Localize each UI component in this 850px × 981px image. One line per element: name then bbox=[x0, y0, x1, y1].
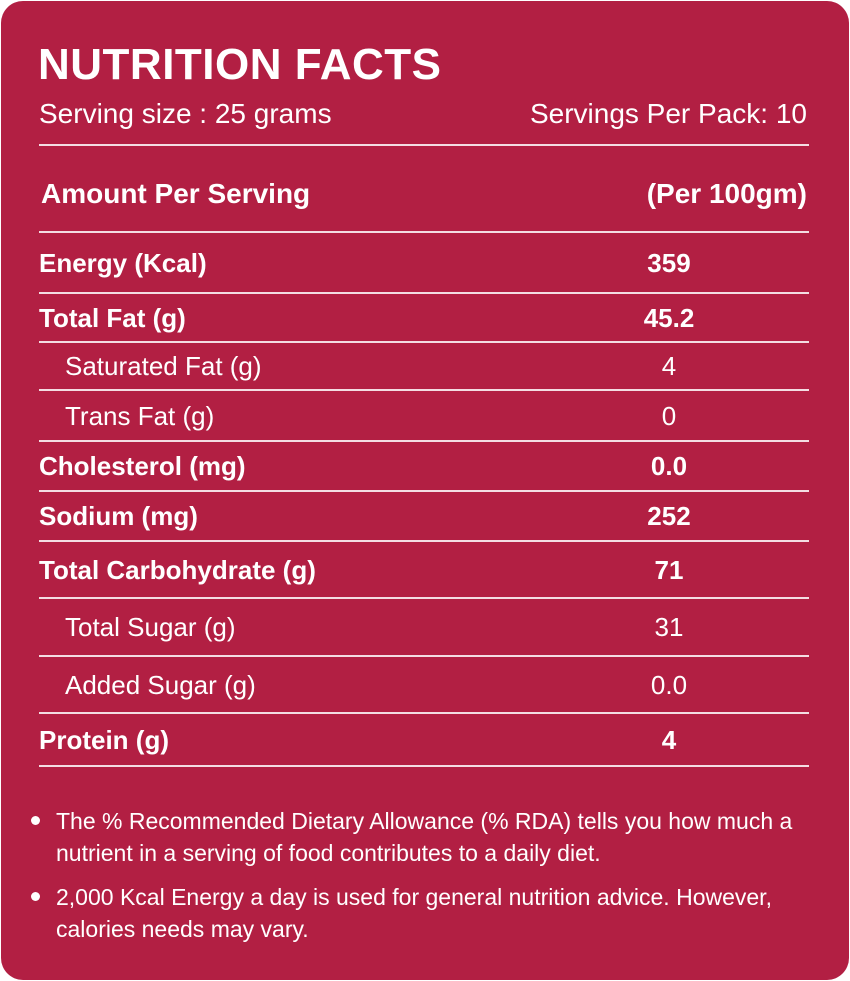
nutrient-value: 0 bbox=[661, 400, 677, 431]
divider bbox=[39, 712, 809, 714]
nutrient-value: 4 bbox=[661, 351, 677, 381]
divider bbox=[39, 389, 809, 391]
nutrient-value: 0.0 bbox=[650, 451, 688, 481]
nutrient-row: Added Sugar (g) 0.0 bbox=[39, 656, 809, 713]
nutrient-label: Total Carbohydrate (g) bbox=[39, 554, 316, 585]
divider bbox=[39, 231, 809, 233]
divider bbox=[39, 341, 809, 343]
nutrient-row: Trans Fat (g) 0 bbox=[39, 390, 809, 441]
nutrient-row: Cholesterol (mg) 0.0 bbox=[39, 441, 809, 491]
nutrient-label: Energy (Kcal) bbox=[39, 248, 207, 278]
nutrient-row: Total Fat (g) 45.2 bbox=[39, 293, 809, 342]
footnotes: The % Recommended Dietary Allowance (% R… bbox=[31, 805, 821, 957]
divider bbox=[39, 440, 809, 442]
serving-size: Serving size : 25 grams bbox=[39, 98, 332, 129]
footnote-text: 2,000 Kcal Energy a day is used for gene… bbox=[56, 884, 772, 942]
per-100gm-heading: (Per 100gm) bbox=[646, 178, 807, 209]
nutrient-value: 45.2 bbox=[643, 302, 695, 333]
nutrient-label: Sodium (mg) bbox=[39, 501, 198, 531]
divider bbox=[39, 292, 809, 294]
nutrient-label: Total Sugar (g) bbox=[65, 612, 236, 642]
nutrient-value: 252 bbox=[647, 501, 691, 531]
footnote-item: The % Recommended Dietary Allowance (% R… bbox=[31, 805, 821, 869]
nutrition-title: NUTRITION FACTS bbox=[38, 40, 442, 89]
divider bbox=[39, 655, 809, 657]
nutrient-row: Total Carbohydrate (g) 71 bbox=[39, 541, 809, 598]
footnote-text: The % Recommended Dietary Allowance (% R… bbox=[56, 808, 793, 866]
nutrient-value: 359 bbox=[647, 248, 691, 278]
nutrient-row: Protein (g) 4 bbox=[39, 713, 809, 766]
servings-per-pack: Servings Per Pack: 10 bbox=[529, 98, 807, 129]
divider bbox=[39, 765, 809, 767]
bullet-icon bbox=[31, 892, 40, 901]
nutrient-row: Total Sugar (g) 31 bbox=[39, 598, 809, 656]
nutrient-value: 71 bbox=[654, 554, 684, 585]
divider bbox=[39, 490, 809, 492]
nutrient-label: Added Sugar (g) bbox=[65, 669, 256, 700]
nutrient-label: Saturated Fat (g) bbox=[65, 351, 262, 381]
nutrient-value: 4 bbox=[661, 724, 677, 755]
nutrient-label: Protein (g) bbox=[39, 724, 169, 755]
divider bbox=[39, 144, 809, 146]
nutrient-row: Sodium (mg) 252 bbox=[39, 491, 809, 541]
amount-per-serving-heading: Amount Per Serving bbox=[41, 178, 311, 209]
nutrient-value: 0.0 bbox=[650, 669, 688, 700]
nutrient-label: Cholesterol (mg) bbox=[39, 451, 246, 481]
nutrient-label: Total Fat (g) bbox=[39, 302, 186, 333]
divider bbox=[39, 540, 809, 542]
footnote-item: 2,000 Kcal Energy a day is used for gene… bbox=[31, 881, 821, 945]
nutrient-value: 31 bbox=[654, 612, 684, 642]
bullet-icon bbox=[31, 816, 40, 825]
nutrient-row: Energy (Kcal) 359 bbox=[39, 233, 809, 293]
nutrient-row: Saturated Fat (g) 4 bbox=[39, 342, 809, 390]
divider bbox=[39, 597, 809, 599]
nutrient-label: Trans Fat (g) bbox=[65, 400, 215, 431]
